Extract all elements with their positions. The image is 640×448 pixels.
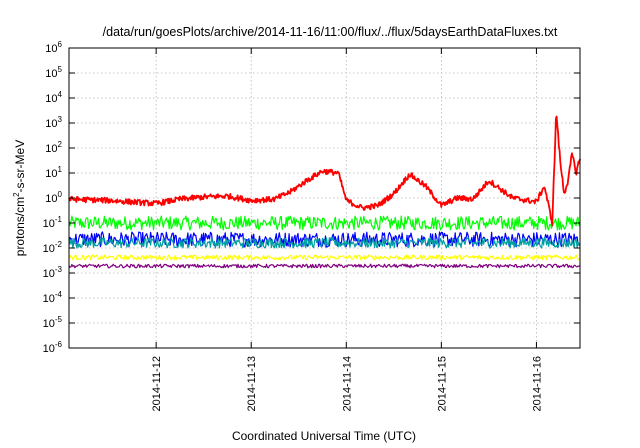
x-tick-label: 2014-11-16 xyxy=(531,356,543,411)
y-tick-label-base: 10 xyxy=(43,218,55,230)
series-line xyxy=(68,215,581,231)
y-tick-label-exp: 2 xyxy=(58,140,63,149)
y-tick-label-exp: -5 xyxy=(55,315,63,324)
y-tick-label-exp: 6 xyxy=(58,40,63,49)
y-tick-label-exp: 5 xyxy=(58,65,63,74)
y-tick-label-base: 10 xyxy=(45,118,57,130)
y-tick-label-exp: 1 xyxy=(58,165,63,174)
y-tick-label: 10-6 xyxy=(43,340,63,355)
x-tick-label: 2014-11-13 xyxy=(246,356,258,411)
y-axis: 10-610-510-410-310-210-11001011021031041… xyxy=(43,40,580,355)
y-tick-label-exp: 0 xyxy=(58,190,63,199)
x-tick-label: 2014-11-12 xyxy=(151,356,163,411)
y-tick-label: 10-5 xyxy=(43,315,63,330)
y-tick-label-exp: -3 xyxy=(55,265,63,274)
y-tick-label: 10-4 xyxy=(43,290,63,305)
y-tick-label-exp: -4 xyxy=(55,290,63,299)
y-tick-label: 105 xyxy=(45,65,62,80)
y-tick-label-base: 10 xyxy=(45,193,57,205)
y-tick-label-base: 10 xyxy=(45,93,57,105)
y-tick-label: 104 xyxy=(45,90,62,105)
y-axis-label-base: protons/cm xyxy=(13,197,27,256)
chart-title: /data/run/goesPlots/archive/2014-11-16/1… xyxy=(103,25,558,39)
y-tick-label-base: 10 xyxy=(45,68,57,80)
y-tick-label-exp: 4 xyxy=(58,90,63,99)
y-tick-label: 101 xyxy=(45,165,62,180)
y-tick-label-base: 10 xyxy=(43,318,55,330)
y-axis-label: protons/cm2-s-sr-MeV xyxy=(12,140,27,256)
y-tick-label: 10-1 xyxy=(43,215,63,230)
y-tick-label-base: 10 xyxy=(45,43,57,55)
x-axis: 2014-11-12 2014-11-13 2014-11-14 2014-11-15… xyxy=(151,48,543,411)
x-tick-label: 2014-11-14 xyxy=(341,356,353,411)
series-line xyxy=(68,263,581,269)
y-tick-label-exp: -1 xyxy=(55,215,63,224)
series-line xyxy=(68,115,581,227)
y-tick-label-base: 10 xyxy=(43,268,55,280)
y-tick-label-exp: -2 xyxy=(55,240,63,249)
y-axis-label-rest: -s-sr-MeV xyxy=(13,140,27,193)
y-tick-label: 10-2 xyxy=(43,240,63,255)
series-line xyxy=(68,237,581,249)
x-axis-label: Coordinated Universal Time (UTC) xyxy=(232,429,416,443)
series-line xyxy=(68,254,581,261)
y-tick-label: 100 xyxy=(45,190,62,205)
y-axis-label-exp: 2 xyxy=(12,192,21,197)
y-tick-label: 103 xyxy=(45,115,62,130)
series-layer xyxy=(68,115,581,269)
grid xyxy=(69,48,580,348)
y-tick-label-exp: 3 xyxy=(58,115,63,124)
y-tick-label: 102 xyxy=(45,140,62,155)
y-tick-label-base: 10 xyxy=(43,243,55,255)
y-tick-label-base: 10 xyxy=(45,168,57,180)
x-tick-label: 2014-11-15 xyxy=(436,356,448,411)
y-tick-label-base: 10 xyxy=(43,293,55,305)
y-tick-label: 10-3 xyxy=(43,265,63,280)
y-tick-label-base: 10 xyxy=(45,143,57,155)
y-tick-label: 106 xyxy=(45,40,62,55)
y-tick-label-exp: -6 xyxy=(55,340,63,349)
y-tick-label-base: 10 xyxy=(43,343,55,355)
